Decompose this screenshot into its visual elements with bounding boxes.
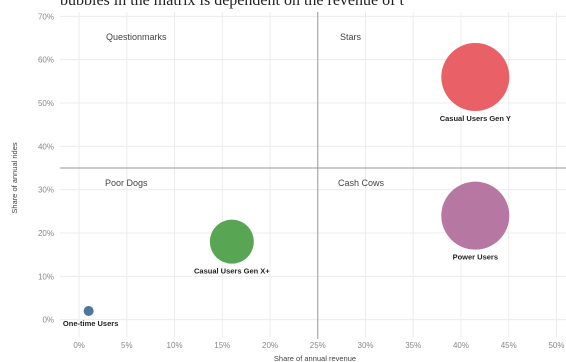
quadrant-label-questionmarks: Questionmarks bbox=[106, 32, 167, 42]
y-axis-title: Share of annual rides bbox=[10, 142, 19, 214]
x-tick-label: 45% bbox=[501, 341, 517, 350]
x-tick-label: 15% bbox=[214, 341, 230, 350]
bubble-label: Casual Users Gen X+ bbox=[194, 267, 270, 276]
grid-lines bbox=[60, 12, 566, 337]
bubble bbox=[83, 306, 94, 316]
bubble bbox=[441, 43, 510, 111]
quadrant-dividers bbox=[60, 12, 566, 339]
x-tick-label: 10% bbox=[167, 341, 183, 350]
bubble-label: One-time Users bbox=[63, 319, 118, 328]
y-tick-label: 10% bbox=[38, 272, 54, 281]
x-tick-label: 30% bbox=[358, 341, 374, 350]
bubbles: Casual Users Gen Y Power Users Casual User… bbox=[63, 43, 511, 328]
bubble bbox=[209, 219, 254, 264]
x-tick-label: 35% bbox=[405, 341, 421, 350]
x-tick-label: 40% bbox=[453, 341, 469, 350]
y-tick-label: 30% bbox=[38, 186, 54, 195]
x-tick-label: 20% bbox=[262, 341, 278, 350]
y-tick-label: 70% bbox=[38, 12, 54, 21]
quadrant-label-cash-cows: Cash Cows bbox=[338, 178, 385, 188]
y-tick-label: 50% bbox=[38, 99, 54, 108]
quadrant-label-stars: Stars bbox=[340, 32, 362, 42]
x-tick-label: 50% bbox=[548, 341, 564, 350]
header-text-fragment: bubbles in the matrix is dependent on th… bbox=[60, 0, 404, 9]
axis-ticks: 0% 5% 10% 15% 20% 25% 30% 35% 40% 45% 50% 0% 10% 20% 3… bbox=[38, 12, 564, 350]
x-tick-label: 25% bbox=[310, 341, 326, 350]
y-tick-label: 60% bbox=[38, 56, 54, 65]
x-tick-label: 0% bbox=[73, 341, 85, 350]
y-tick-label: 40% bbox=[38, 142, 54, 151]
y-tick-label: 0% bbox=[42, 316, 54, 325]
x-axis-title: Share of annual revenue bbox=[274, 354, 356, 362]
bubble bbox=[441, 181, 510, 250]
bubble-label: Casual Users Gen Y bbox=[440, 114, 511, 123]
bubble-label: Power Users bbox=[453, 253, 498, 262]
quadrant-label-poor-dogs: Poor Dogs bbox=[105, 178, 148, 188]
y-tick-label: 20% bbox=[38, 229, 54, 238]
x-tick-label: 5% bbox=[121, 341, 133, 350]
